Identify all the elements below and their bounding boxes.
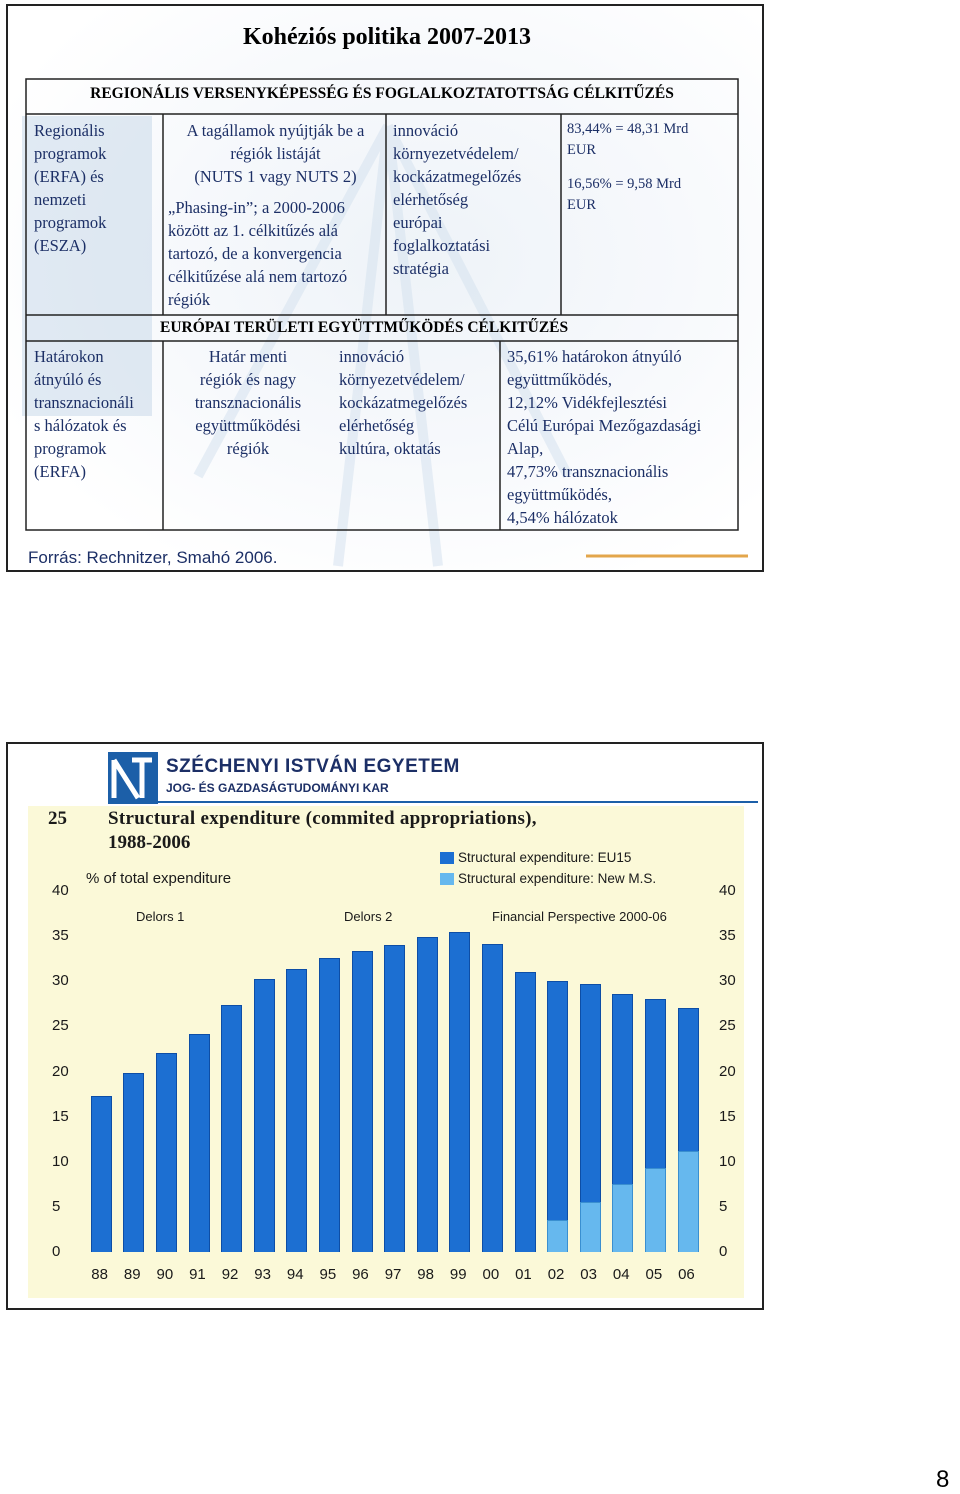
bar-eu15 — [482, 944, 503, 1252]
bar-eu15 — [384, 945, 406, 1252]
period-label-delors2: Delors 2 — [344, 909, 393, 924]
y-tick-left: 25 — [52, 1017, 69, 1035]
slide-cohesion-policy: Kohéziós politika 2007-2013 REGIONÁLIS V… — [6, 4, 764, 572]
x-tick-label: 97 — [384, 1266, 402, 1283]
bar-eu15 — [253, 979, 275, 1252]
y-tick-right: 5 — [719, 1197, 728, 1215]
period-label-delors1: Delors 1 — [136, 909, 185, 924]
y-tick-right: 35 — [719, 927, 736, 945]
x-tick-label: 90 — [156, 1266, 174, 1283]
x-tick-label: 01 — [515, 1266, 532, 1283]
cell-priorities-regional: innováció környezetvédelem/kockázatmegelő… — [393, 121, 522, 278]
source-note: Forrás: Rechnitzer, Smahó 2006. — [28, 548, 278, 567]
cell-regional-programs: Regionális programok (ERFA) és nemzeti prog… — [34, 121, 107, 255]
bar-eu15 — [156, 1053, 177, 1252]
x-tick-label: 92 — [221, 1266, 239, 1283]
bar-eu15 — [90, 1095, 112, 1252]
x-tick-label: 91 — [189, 1266, 206, 1283]
y-tick-left: 20 — [52, 1062, 69, 1080]
bar-eu15 — [449, 931, 471, 1252]
bar-eu15 — [286, 968, 308, 1252]
bar-eu15 — [579, 983, 601, 1252]
faculty-name: JOG- ÉS GAZDASÁGTUDOMÁNYI KAR — [166, 781, 389, 795]
x-tick-label: 04 — [612, 1266, 630, 1283]
legend-swatch-eu15 — [440, 852, 454, 864]
bar-new-ms — [579, 1202, 601, 1252]
y-tick-right: 40 — [719, 882, 736, 899]
bar-new-ms — [645, 1168, 666, 1252]
legend-label-new-ms: Structural expenditure: New M.S. — [458, 871, 657, 886]
bar-eu15 — [221, 1004, 243, 1252]
slide-structural-expenditure: SZÉCHENYI ISTVÁN EGYETEM JOG- ÉS GAZDASÁ… — [6, 742, 764, 1310]
section-header-regional: REGIONÁLIS VERSENYKÉPESSÉG ÉS FOGLALKOZT… — [90, 85, 674, 102]
y-tick-left: 15 — [52, 1107, 69, 1125]
x-tick-label: 06 — [678, 1266, 695, 1283]
chart-title-line1: Structural expenditure (commited appropr… — [108, 808, 537, 829]
bar-eu15 — [319, 957, 340, 1252]
legend-swatch-new-ms — [440, 873, 454, 885]
y-tick-right: 25 — [719, 1017, 736, 1035]
figure-number: 25 — [48, 808, 67, 829]
x-tick-label: 03 — [580, 1266, 597, 1283]
x-tick-label: 93 — [254, 1266, 271, 1283]
bar-eu15 — [188, 1034, 210, 1252]
bar-new-ms — [612, 1184, 634, 1252]
bar-eu15 — [351, 951, 373, 1252]
y-tick-right: 10 — [719, 1152, 736, 1170]
cell-priorities-territorial: innováció környezetvédelem/kockázatmegelő… — [339, 347, 468, 458]
x-tick-label: 99 — [449, 1266, 467, 1283]
x-tick-label: 98 — [417, 1266, 434, 1283]
x-tick-label: 88 — [91, 1266, 108, 1283]
section-header-territorial: EURÓPAI TERÜLETI EGYÜTTMŰKÖDÉS CÉLKITŰZÉ… — [160, 319, 569, 336]
bar-new-ms — [547, 1219, 569, 1252]
header-divider — [158, 801, 758, 803]
bar-eu15 — [514, 972, 536, 1252]
y-tick-left: 10 — [52, 1152, 69, 1170]
background-watermark — [22, 116, 573, 567]
period-label-financial-perspective: Financial Perspective 2000-06 — [492, 909, 667, 924]
y-tick-right: 20 — [719, 1062, 736, 1080]
x-tick-label: 89 — [123, 1266, 141, 1283]
x-tick-label: 95 — [319, 1266, 337, 1283]
y-tick-left: 40 — [52, 882, 69, 899]
university-name: SZÉCHENYI ISTVÁN EGYETEM — [166, 756, 460, 777]
chart-title-line2: 1988-2006 — [108, 832, 191, 853]
cell-region-list: A tagállamok nyújtják be a régiók listáj… — [168, 121, 365, 309]
y-tick-left: 5 — [52, 1197, 61, 1215]
bar-eu15 — [547, 981, 569, 1252]
y-tick-right: 0 — [719, 1243, 728, 1260]
bar-eu15 — [123, 1073, 145, 1252]
cell-cross-border-programs: Határokon átnyúló és transznacionáli s hál… — [34, 347, 134, 481]
bar-eu15 — [416, 937, 438, 1252]
y-tick-right: 15 — [719, 1107, 736, 1125]
page-number: 8 — [936, 1466, 950, 1493]
university-logo-icon — [108, 752, 158, 804]
y-tick-left: 30 — [52, 972, 69, 990]
x-tick-label: 00 — [482, 1266, 500, 1283]
x-tick-label: 94 — [286, 1266, 304, 1283]
cell-budget-regional: 83,44% = 48,31 Mrd EUR 16,56% = 9,58 Mrd E… — [567, 121, 689, 213]
cell-border-regions: Határ menti régiók és nagy transznacionáli… — [194, 347, 302, 458]
table-grid — [25, 78, 748, 558]
y-axis-label: % of total expenditure — [86, 870, 232, 887]
x-tick-label: 02 — [547, 1266, 565, 1283]
bar-chart: 0 0 5 5 10 10 15 15 20 20 25 25 30 30 35 35 40 40 88 89 90 91… — [8, 744, 762, 1308]
legend-label-eu15: Structural expenditure: EU15 — [458, 850, 632, 865]
cell-budget-territorial: 35,61% határokon átnyúló együttműködés, 12… — [507, 347, 702, 527]
x-tick-label: 96 — [352, 1266, 369, 1283]
bar-new-ms — [677, 1150, 699, 1252]
y-tick-left: 0 — [52, 1243, 61, 1260]
y-tick-right: 30 — [719, 972, 736, 990]
y-tick-left: 35 — [52, 927, 69, 945]
x-tick-label: 05 — [645, 1266, 663, 1283]
slide-title: Kohéziós politika 2007-2013 — [242, 24, 531, 50]
